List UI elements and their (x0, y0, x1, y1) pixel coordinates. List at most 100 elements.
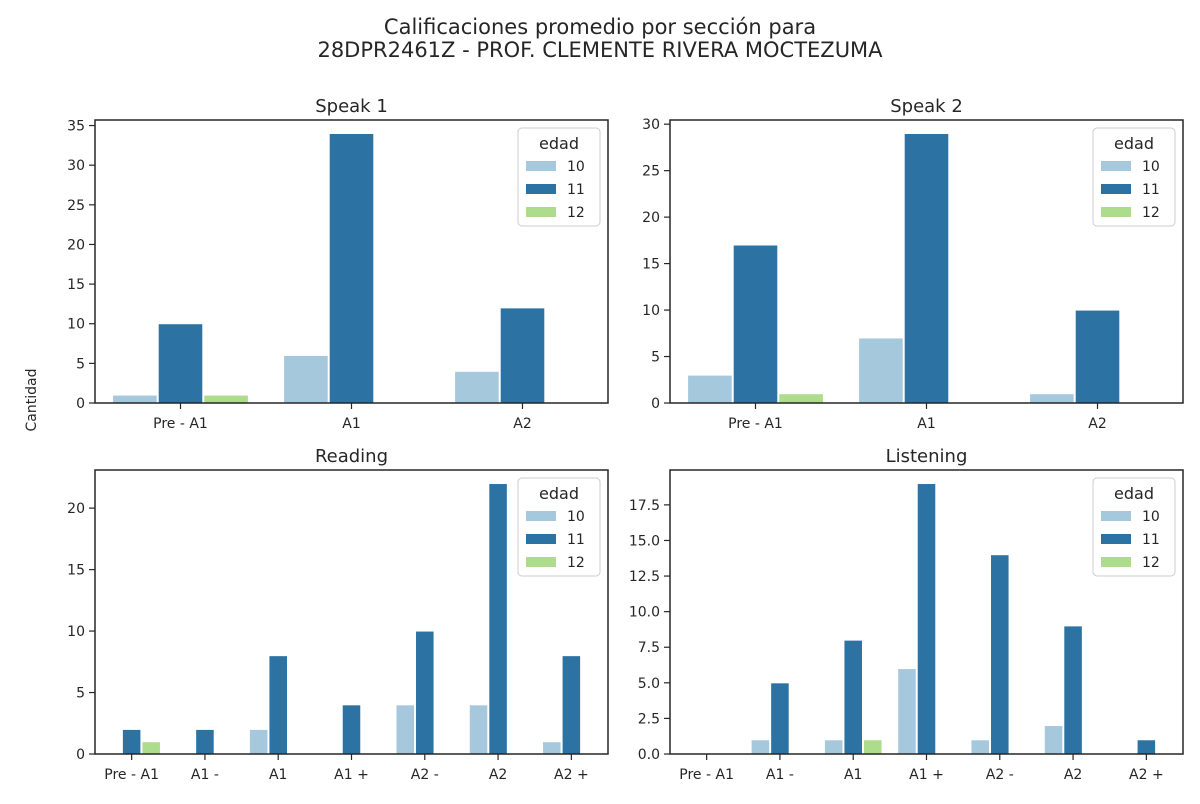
y-tick-label: 2.5 (638, 711, 660, 727)
y-tick-label: 10.0 (629, 605, 660, 621)
bar (203, 394, 249, 404)
legend-swatch (1101, 511, 1131, 521)
bar (732, 244, 779, 404)
bar (283, 354, 329, 404)
subplot-1: Speak 2 0 5 10 15 20 25 30 Pre - A1 A1 A2 edad 10 11 1… (642, 96, 1184, 432)
legend: edad 10 11 12 (517, 477, 601, 577)
y-tick-label: 20 (67, 237, 85, 253)
y-tick-label: 7.5 (638, 640, 660, 656)
legend-label: 10 (567, 159, 585, 175)
legend-swatch (526, 557, 556, 567)
axes-frame (94, 119, 609, 404)
x-tick-label: A2 - (986, 767, 1014, 783)
bar (970, 739, 991, 755)
legend-label: 12 (1142, 555, 1160, 571)
y-tick-label: 35 (67, 119, 85, 135)
x-tick-label: Pre - A1 (728, 416, 783, 432)
subplot-title: Reading (315, 446, 388, 467)
y-tick-label: 0 (76, 747, 85, 763)
bar (778, 393, 824, 404)
y-tick-label: 5 (76, 356, 85, 372)
y-tick-label: 0 (651, 396, 660, 412)
legend-swatch (1101, 184, 1131, 194)
x-tick-label: A2 (1064, 767, 1082, 783)
legend-swatch (526, 207, 556, 217)
bar (395, 704, 416, 755)
y-tick-label: 30 (642, 117, 660, 133)
bar (454, 370, 500, 404)
bar (823, 739, 844, 755)
subplot-title: Speak 2 (890, 96, 963, 117)
bar (990, 554, 1010, 755)
bar (843, 639, 863, 755)
y-tick-label: 15.0 (629, 533, 660, 549)
bar (687, 374, 733, 404)
axes-frame (94, 469, 609, 755)
legend-label: 10 (567, 509, 585, 525)
y-axis-label: Cantidad (24, 368, 40, 432)
y-tick-label: 5 (651, 350, 660, 366)
y-tick-label: 15 (67, 277, 85, 293)
x-tick-label: A2 + (554, 767, 589, 783)
x-tick-label: A1 + (909, 767, 944, 783)
legend-box (517, 127, 601, 227)
y-tick-label: 10 (642, 303, 660, 319)
y-tick-label: 20 (67, 501, 85, 517)
x-tick-label: Pre - A1 (104, 767, 159, 783)
legend-title: edad (539, 134, 579, 153)
axes-frame (669, 469, 1184, 755)
legend-swatch (526, 184, 556, 194)
legend-title: edad (539, 484, 579, 503)
x-tick-label: A2 - (411, 767, 439, 783)
y-tick-label: 12.5 (629, 569, 660, 585)
x-tick-label: A1 (342, 416, 360, 432)
x-tick-label: A1 (917, 416, 935, 432)
y-tick-label: 10 (67, 317, 85, 333)
subplot-title: Speak 1 (315, 96, 388, 117)
legend-swatch (1101, 534, 1131, 544)
bar (1029, 393, 1075, 404)
figure-title-line2: 28DPR2461Z - PROF. CLEMENTE RIVERA MOCTE… (317, 38, 883, 62)
x-tick-label: A2 (513, 416, 531, 432)
x-tick-label: A1 (844, 767, 862, 783)
x-tick-label: A1 - (766, 767, 794, 783)
y-tick-label: 25 (67, 198, 85, 214)
bar (770, 682, 790, 755)
bar (268, 655, 288, 755)
legend-swatch (1101, 557, 1131, 567)
legend-title: edad (1114, 134, 1154, 153)
bar (903, 132, 950, 404)
y-tick-label: 30 (67, 158, 85, 174)
subplot-0: Speak 1 0 5 10 15 20 25 30 35 Pre - A1 A1 A2 edad 10 1… (67, 96, 609, 432)
legend-label: 11 (567, 182, 585, 198)
bar (328, 132, 375, 404)
bar (1043, 725, 1064, 755)
bar (1074, 309, 1121, 404)
bar (858, 337, 904, 404)
y-tick-label: 15 (642, 257, 660, 273)
x-tick-label: A1 (269, 767, 287, 783)
legend-box (1092, 127, 1176, 227)
bar (750, 739, 771, 755)
y-tick-label: 17.5 (629, 498, 660, 514)
x-tick-label: Pre - A1 (153, 416, 208, 432)
bar (897, 668, 917, 755)
legend-label: 11 (567, 532, 585, 548)
y-tick-label: 0 (76, 396, 85, 412)
x-tick-label: A2 + (1129, 767, 1164, 783)
legend-label: 12 (1142, 205, 1160, 221)
legend-swatch (526, 511, 556, 521)
bar (468, 704, 489, 755)
bar (141, 741, 161, 755)
axes-frame (669, 119, 1184, 404)
legend-label: 12 (567, 555, 585, 571)
bar (916, 483, 937, 755)
bar (415, 630, 435, 755)
bar (195, 728, 215, 755)
bar (488, 483, 508, 755)
legend-label: 10 (1142, 509, 1160, 525)
x-tick-label: A1 - (191, 767, 219, 783)
bar (157, 323, 204, 404)
y-tick-label: 5.0 (638, 676, 660, 692)
